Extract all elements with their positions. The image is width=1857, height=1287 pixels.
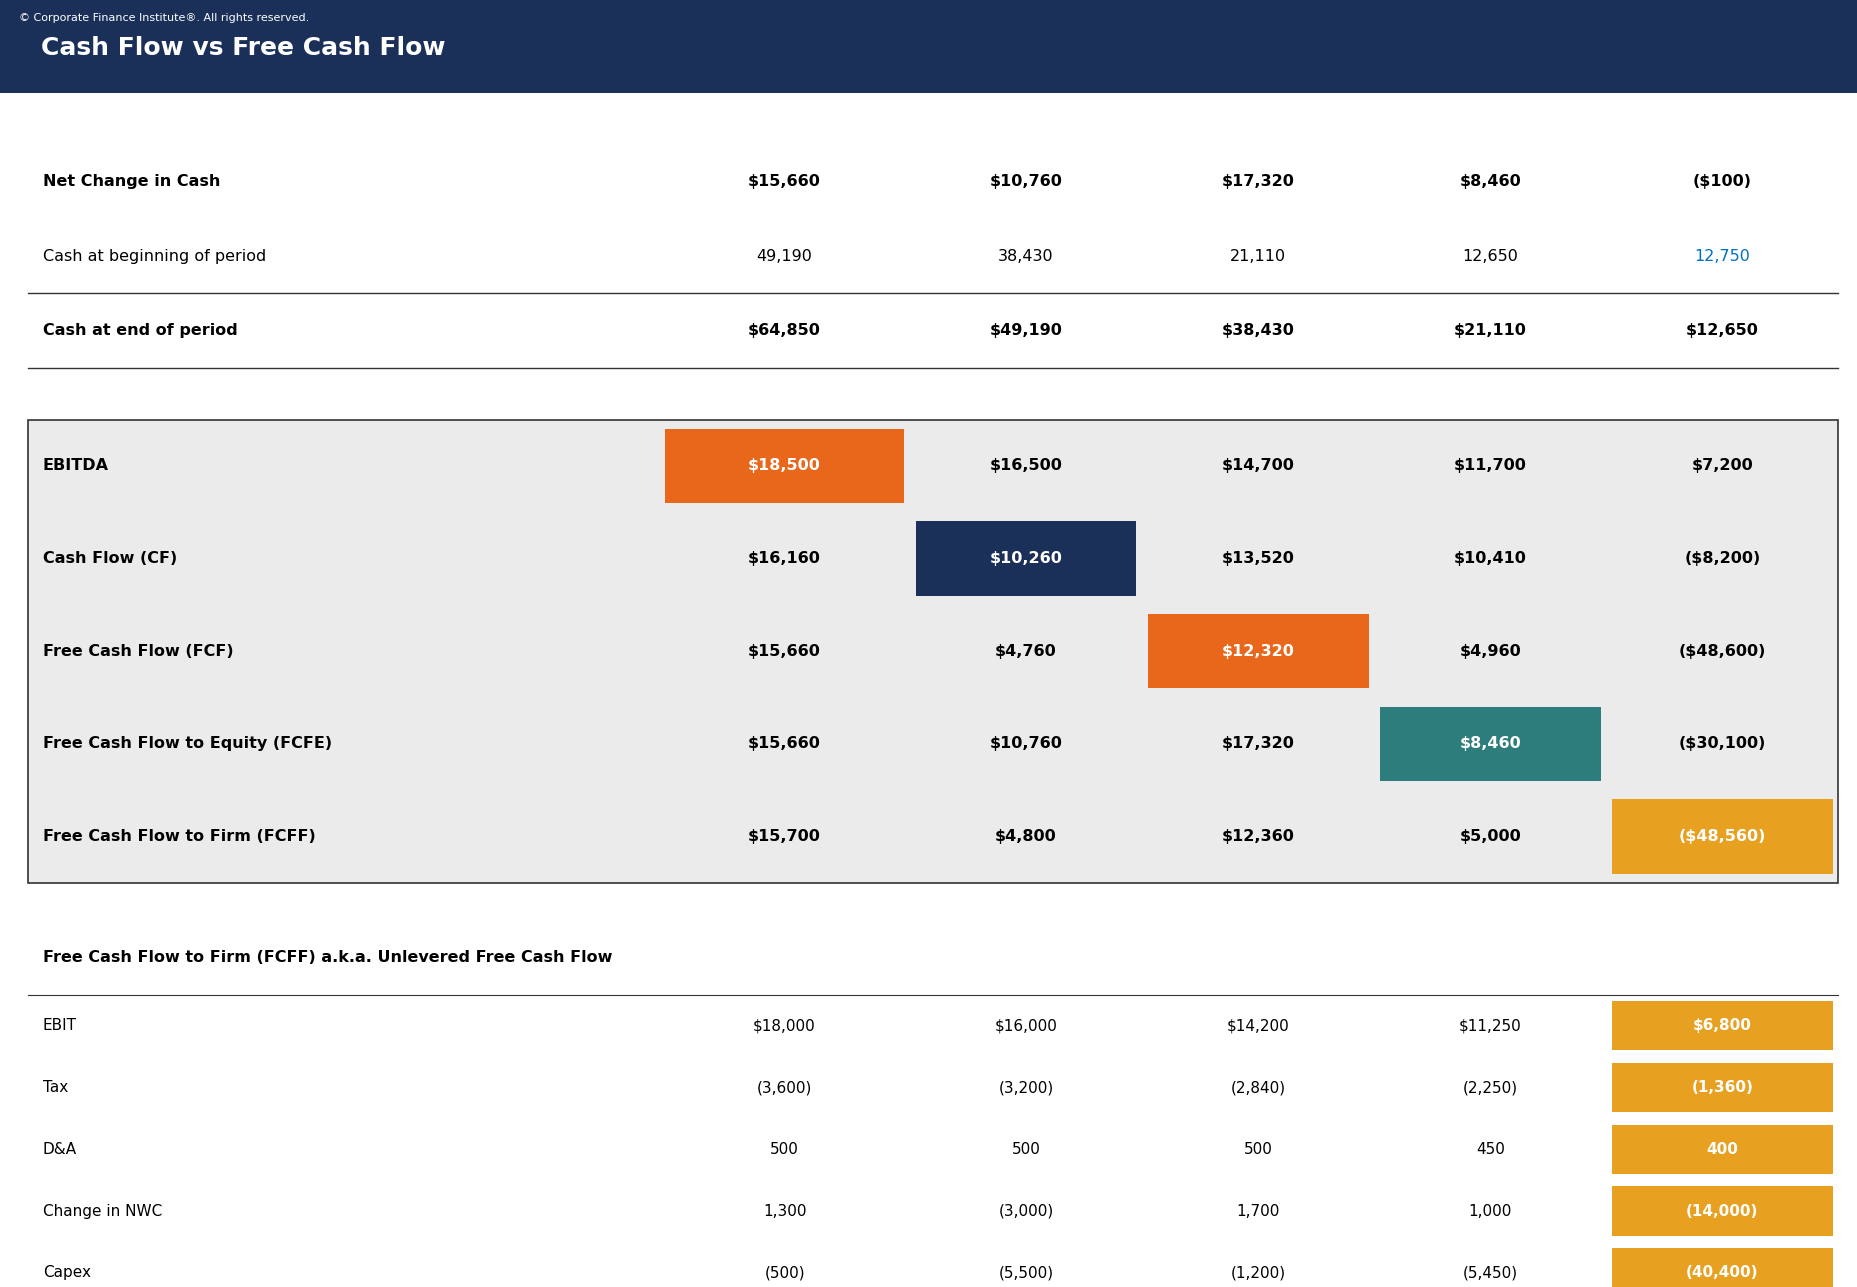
Text: (3,600): (3,600)	[758, 1080, 812, 1095]
Text: Free Cash Flow to Equity (FCFE): Free Cash Flow to Equity (FCFE)	[43, 736, 332, 752]
Text: $10,260: $10,260	[990, 551, 1062, 566]
Text: $15,700: $15,700	[748, 829, 821, 844]
Text: $5,000: $5,000	[1460, 829, 1521, 844]
Text: $17,320: $17,320	[1222, 736, 1294, 752]
Text: $8,460: $8,460	[1460, 736, 1521, 752]
Text: Change in NWC: Change in NWC	[43, 1203, 162, 1219]
Text: (40,400): (40,400)	[1686, 1265, 1759, 1281]
Text: $16,000: $16,000	[995, 1018, 1057, 1033]
Bar	[916, 521, 1136, 596]
Text: ($48,560): ($48,560)	[1679, 829, 1766, 844]
Text: D&A: D&A	[43, 1142, 76, 1157]
Text: ($30,100): ($30,100)	[1679, 736, 1766, 752]
Bar	[665, 429, 904, 503]
Text: (1,360): (1,360)	[1692, 1080, 1753, 1095]
Text: $14,700: $14,700	[1222, 458, 1294, 474]
Text: $12,360: $12,360	[1222, 829, 1294, 844]
Bar	[1612, 799, 1833, 874]
Text: 1,000: 1,000	[1469, 1203, 1512, 1219]
Bar	[1148, 614, 1369, 689]
Text: (3,000): (3,000)	[999, 1203, 1053, 1219]
Text: $16,500: $16,500	[990, 458, 1062, 474]
Text: $15,660: $15,660	[748, 174, 821, 189]
Text: (5,500): (5,500)	[999, 1265, 1053, 1281]
Text: 1,300: 1,300	[763, 1203, 806, 1219]
Text: (3,200): (3,200)	[999, 1080, 1053, 1095]
Text: $21,110: $21,110	[1454, 323, 1526, 338]
Text: ($100): ($100)	[1694, 174, 1751, 189]
Text: Net Change in Cash: Net Change in Cash	[43, 174, 221, 189]
Text: Cash at end of period: Cash at end of period	[43, 323, 238, 338]
Bar	[0, 0, 1857, 93]
Text: $15,660: $15,660	[748, 736, 821, 752]
Text: (1,200): (1,200)	[1231, 1265, 1285, 1281]
Text: (2,840): (2,840)	[1231, 1080, 1285, 1095]
Text: $49,190: $49,190	[990, 323, 1062, 338]
Text: 49,190: 49,190	[756, 248, 813, 264]
Text: 500: 500	[1012, 1142, 1040, 1157]
Text: $4,960: $4,960	[1460, 644, 1521, 659]
Text: 500: 500	[1244, 1142, 1272, 1157]
Bar	[1612, 1063, 1833, 1112]
Text: Free Cash Flow to Firm (FCFF) a.k.a. Unlevered Free Cash Flow: Free Cash Flow to Firm (FCFF) a.k.a. Unl…	[43, 950, 613, 965]
Text: EBIT: EBIT	[43, 1018, 76, 1033]
Text: $18,500: $18,500	[748, 458, 821, 474]
Bar	[1612, 1248, 1833, 1287]
Bar	[1612, 1001, 1833, 1050]
Text: © Corporate Finance Institute®. All rights reserved.: © Corporate Finance Institute®. All righ…	[19, 13, 308, 23]
Text: 38,430: 38,430	[999, 248, 1053, 264]
Text: 12,650: 12,650	[1461, 248, 1519, 264]
Text: (5,450): (5,450)	[1463, 1265, 1517, 1281]
Text: Capex: Capex	[43, 1265, 91, 1281]
Text: (14,000): (14,000)	[1686, 1203, 1759, 1219]
Text: $4,760: $4,760	[995, 644, 1057, 659]
Text: 21,110: 21,110	[1229, 248, 1287, 264]
Text: Tax: Tax	[43, 1080, 69, 1095]
Text: ($8,200): ($8,200)	[1684, 551, 1760, 566]
Text: $4,800: $4,800	[995, 829, 1057, 844]
Text: $17,320: $17,320	[1222, 174, 1294, 189]
Text: Free Cash Flow (FCF): Free Cash Flow (FCF)	[43, 644, 234, 659]
Bar	[1612, 1187, 1833, 1236]
Text: (500): (500)	[765, 1265, 804, 1281]
Text: $15,660: $15,660	[748, 644, 821, 659]
Text: Cash Flow (CF): Cash Flow (CF)	[43, 551, 176, 566]
Text: $10,410: $10,410	[1454, 551, 1526, 566]
Bar	[1612, 1125, 1833, 1174]
Text: $6,800: $6,800	[1694, 1018, 1751, 1033]
Text: $64,850: $64,850	[748, 323, 821, 338]
Text: $10,760: $10,760	[990, 736, 1062, 752]
Bar	[28, 420, 1838, 883]
Text: $38,430: $38,430	[1222, 323, 1294, 338]
Bar	[1380, 707, 1601, 781]
Text: $11,700: $11,700	[1454, 458, 1526, 474]
Text: 12,750: 12,750	[1694, 248, 1751, 264]
Text: $11,250: $11,250	[1460, 1018, 1521, 1033]
Text: (2,250): (2,250)	[1463, 1080, 1517, 1095]
Text: $8,460: $8,460	[1460, 174, 1521, 189]
Text: Cash Flow vs Free Cash Flow: Cash Flow vs Free Cash Flow	[41, 36, 446, 60]
Text: $12,650: $12,650	[1686, 323, 1759, 338]
Text: $18,000: $18,000	[754, 1018, 815, 1033]
Text: ($48,600): ($48,600)	[1679, 644, 1766, 659]
Text: $13,520: $13,520	[1222, 551, 1294, 566]
Text: 450: 450	[1476, 1142, 1504, 1157]
Text: $14,200: $14,200	[1227, 1018, 1289, 1033]
Text: 400: 400	[1707, 1142, 1738, 1157]
Text: $12,320: $12,320	[1222, 644, 1294, 659]
Text: 1,700: 1,700	[1237, 1203, 1279, 1219]
Text: $16,160: $16,160	[748, 551, 821, 566]
Text: Cash at beginning of period: Cash at beginning of period	[43, 248, 266, 264]
Text: EBITDA: EBITDA	[43, 458, 110, 474]
Text: $10,760: $10,760	[990, 174, 1062, 189]
Text: 500: 500	[771, 1142, 799, 1157]
Text: Free Cash Flow to Firm (FCFF): Free Cash Flow to Firm (FCFF)	[43, 829, 316, 844]
Text: $7,200: $7,200	[1692, 458, 1753, 474]
